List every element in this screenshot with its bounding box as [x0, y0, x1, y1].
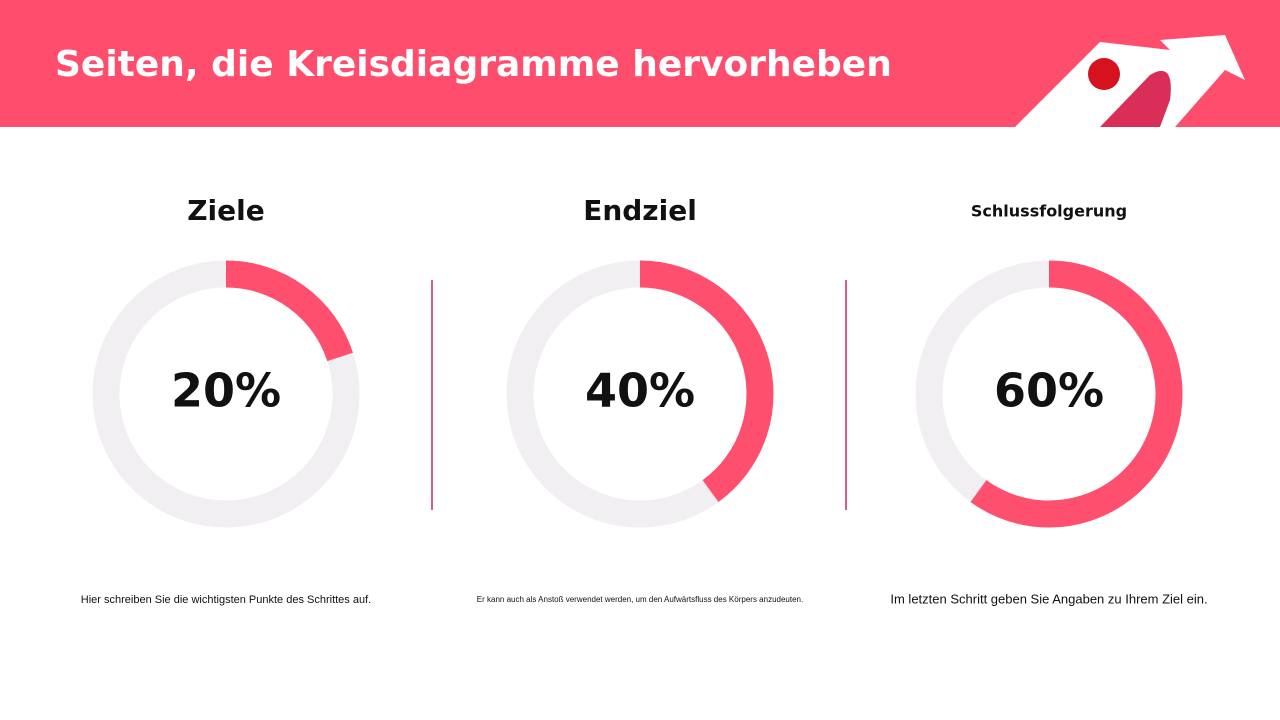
chart-title: Schlussfolgerung	[971, 202, 1127, 221]
chart-title: Ziele	[187, 194, 264, 227]
donut-arc	[970, 260, 1183, 528]
donut-arc	[639, 260, 774, 502]
donut-arc	[225, 260, 353, 362]
value-label: 40%	[585, 364, 695, 418]
caption: Er kann auch als Anstoß verwendet werden…	[477, 595, 803, 604]
chart-title: Endziel	[583, 194, 697, 227]
page-title: Seiten, die Kreisdiagramme hervorheben	[55, 44, 892, 85]
caption: Im letzten Schritt geben Sie Angaben zu …	[890, 591, 1207, 606]
value-label: 60%	[994, 364, 1104, 418]
value-label: 20%	[171, 364, 281, 418]
ball-decoration	[1088, 58, 1120, 90]
caption: Hier schreiben Sie die wichtigsten Punkt…	[81, 594, 371, 606]
arrow-decoration	[1015, 35, 1245, 127]
arrow-shadow	[1100, 70, 1171, 127]
